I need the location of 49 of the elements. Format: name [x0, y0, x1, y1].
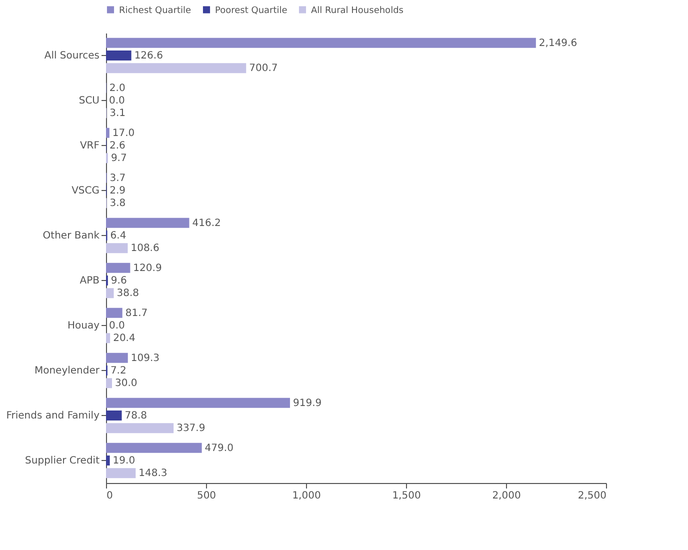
x-tick-label: 1,500 [392, 490, 421, 502]
data-label: 3.8 [110, 198, 126, 210]
data-label: 9.7 [110, 153, 127, 164]
data-label: 19.0 [112, 456, 136, 466]
data-label: 78.8 [124, 410, 148, 422]
data-label: 120.9 [133, 262, 162, 274]
data-label: 38.8 [116, 288, 140, 300]
data-label: 919.9 [292, 398, 322, 409]
data-label: 2.6 [110, 140, 126, 152]
y-tick-label: Moneylender [34, 366, 100, 376]
data-label: 3.7 [110, 172, 126, 184]
data-label: 9.6 [110, 276, 127, 286]
data-label: 109.3 [130, 352, 160, 364]
data-label: 148.3 [138, 468, 168, 480]
y-tick-label: Houay [67, 320, 100, 332]
y-tick-label: Friends and Family [6, 410, 100, 422]
x-tick-label: 1,000 [292, 490, 321, 502]
y-tick-label: SCU [78, 96, 100, 106]
legend-label: Richest Quartile [119, 6, 192, 16]
data-label: 0.0 [109, 320, 125, 332]
y-tick-label: APB [80, 276, 100, 286]
data-label: 2.0 [109, 82, 126, 94]
data-label: 6.4 [110, 230, 126, 242]
y-tick-label: Supplier Credit [25, 456, 100, 466]
data-label: 81.7 [125, 308, 148, 319]
data-label: 108.6 [130, 243, 160, 254]
y-tick-label: All Sources [44, 50, 100, 62]
data-label: 416.2 [192, 218, 221, 229]
data-label: 126.6 [134, 50, 163, 62]
data-label: 2.9 [110, 186, 126, 196]
y-tick-label: VRF [80, 140, 100, 152]
data-label: 7.2 [110, 366, 126, 376]
data-label: 0.0 [109, 96, 125, 106]
x-tick-label: 2,000 [492, 490, 521, 502]
x-tick-label: 500 [196, 490, 216, 502]
data-label: 700.7 [249, 63, 278, 74]
data-label: 337.9 [176, 423, 206, 434]
x-tick-label: 0 [106, 490, 113, 502]
legend-label: All Rural Households [311, 6, 404, 16]
x-tick-label: 2,500 [578, 490, 606, 502]
data-label: 20.4 [113, 333, 136, 344]
data-label: 3.1 [110, 108, 126, 120]
data-label: 30.0 [115, 378, 138, 390]
legend-label: Poorest Quartile [215, 6, 288, 16]
y-tick-label: VSCG [72, 186, 100, 196]
data-label: 2,149.6 [538, 38, 578, 49]
data-label: 479.0 [204, 442, 234, 454]
y-tick-label: Other Bank [42, 230, 100, 242]
data-label: 17.0 [112, 128, 135, 139]
